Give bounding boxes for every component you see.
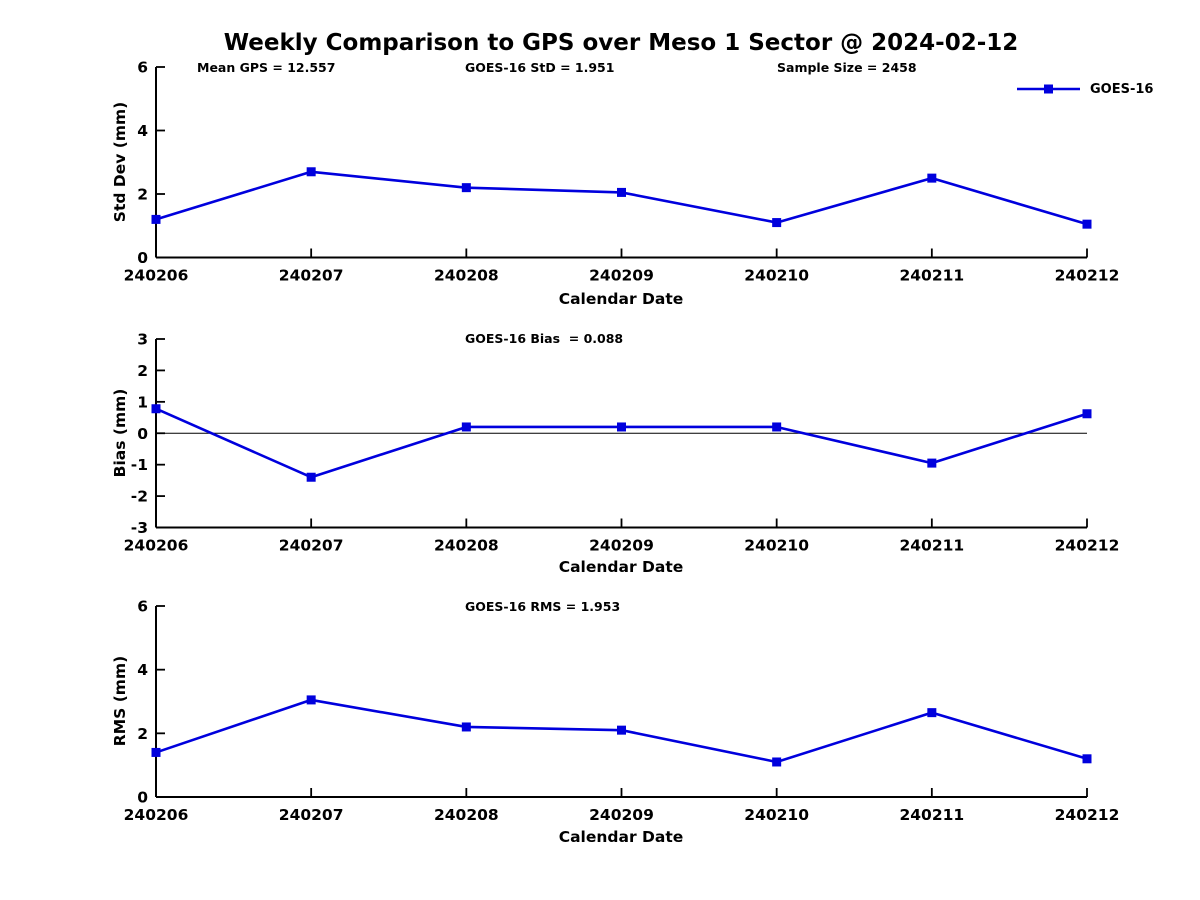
- legend: GOES-16: [1016, 81, 1153, 97]
- y-tick-label: 4: [137, 122, 148, 140]
- rms-subplot-marker: [306, 695, 316, 705]
- rms-subplot-marker: [151, 747, 161, 757]
- x-tick-label: 240209: [589, 537, 654, 555]
- x-tick-label: 240212: [1055, 267, 1120, 285]
- bias-subplot-marker: [306, 472, 316, 482]
- x-tick-label: 240206: [124, 267, 189, 285]
- y-tick-label: 6: [137, 598, 148, 616]
- x-tick-label: 240208: [434, 537, 499, 555]
- x-tick-label: 240211: [899, 537, 964, 555]
- x-tick-label: 240207: [279, 267, 344, 285]
- x-tick-label: 240208: [434, 806, 499, 824]
- x-tick-label: 240209: [589, 267, 654, 285]
- y-tick-label: 4: [137, 661, 148, 679]
- rms-subplot-marker: [461, 722, 471, 732]
- x-axis-label-3: Calendar Date: [558, 828, 684, 846]
- chart-title: Weekly Comparison to GPS over Meso 1 Sec…: [223, 30, 1019, 56]
- x-axis-label-2: Calendar Date: [558, 558, 684, 576]
- x-tick-label: 240212: [1055, 806, 1120, 824]
- legend-series-label: GOES-16: [1090, 81, 1154, 97]
- x-tick-label: 240206: [124, 806, 189, 824]
- y-tick-label: 2: [137, 362, 148, 380]
- x-tick-label: 240207: [279, 806, 344, 824]
- legend-line-marker-icon: [1017, 84, 1080, 94]
- x-tick-label: 240210: [744, 537, 809, 555]
- x-tick-label: 240208: [434, 267, 499, 285]
- x-tick-label: 240206: [124, 537, 189, 555]
- y-tick-label: 0: [137, 789, 148, 807]
- x-axis-label-1: Calendar Date: [558, 290, 684, 308]
- std-dev-subplot-marker: [772, 218, 782, 228]
- y-tick-label: -3: [131, 519, 148, 537]
- std-dev-subplot-marker: [306, 167, 316, 177]
- annotation-mean-gps: Mean GPS = 12.557: [197, 60, 336, 75]
- x-tick-label: 240210: [744, 806, 809, 824]
- x-tick-label: 240207: [279, 537, 344, 555]
- y-tick-label: 0: [137, 249, 148, 267]
- annotation-sample-size: Sample Size = 2458: [777, 60, 917, 75]
- rms-subplot-marker: [1082, 754, 1092, 764]
- std-dev-subplot-marker: [151, 214, 161, 224]
- std-dev-subplot-marker: [461, 183, 471, 193]
- y-tick-label: -1: [131, 456, 148, 474]
- y-tick-label: 3: [137, 331, 148, 349]
- std-dev-subplot-marker: [927, 173, 937, 183]
- bias-subplot-marker: [927, 458, 937, 468]
- bias-subplot-marker: [1082, 409, 1092, 419]
- bias-subplot-marker: [617, 422, 626, 432]
- rms-subplot-marker: [772, 757, 782, 767]
- annotation-goes16-std: GOES-16 StD = 1.951: [465, 60, 615, 75]
- rms-subplot-marker: [617, 725, 626, 735]
- y-tick-label: -2: [131, 488, 148, 506]
- y-tick-label: 1: [137, 393, 148, 411]
- x-tick-label: 240211: [899, 806, 964, 824]
- bias-subplot-marker: [772, 422, 782, 432]
- x-tick-label: 240209: [589, 806, 654, 824]
- y-tick-label: 2: [137, 725, 148, 743]
- annotation-goes16-bias: GOES-16 Bias = 0.088: [465, 331, 624, 346]
- y-tick-label: 6: [137, 59, 148, 77]
- std-dev-subplot-marker: [1082, 219, 1092, 229]
- bias-subplot-marker: [151, 404, 161, 414]
- std-dev-subplot-line: [155, 170, 1088, 226]
- annotation-goes16-rms: GOES-16 RMS = 1.953: [465, 599, 621, 614]
- y-tick-label: 0: [137, 425, 148, 443]
- bias-subplot-marker: [461, 422, 471, 432]
- y-tick-label: 2: [137, 186, 148, 204]
- rms-subplot-marker: [927, 708, 937, 718]
- x-tick-label: 240212: [1055, 537, 1120, 555]
- x-tick-label: 240211: [899, 267, 964, 285]
- std-dev-subplot-marker: [617, 187, 626, 197]
- bias-subplot-line: [155, 407, 1088, 479]
- x-tick-label: 240210: [744, 267, 809, 285]
